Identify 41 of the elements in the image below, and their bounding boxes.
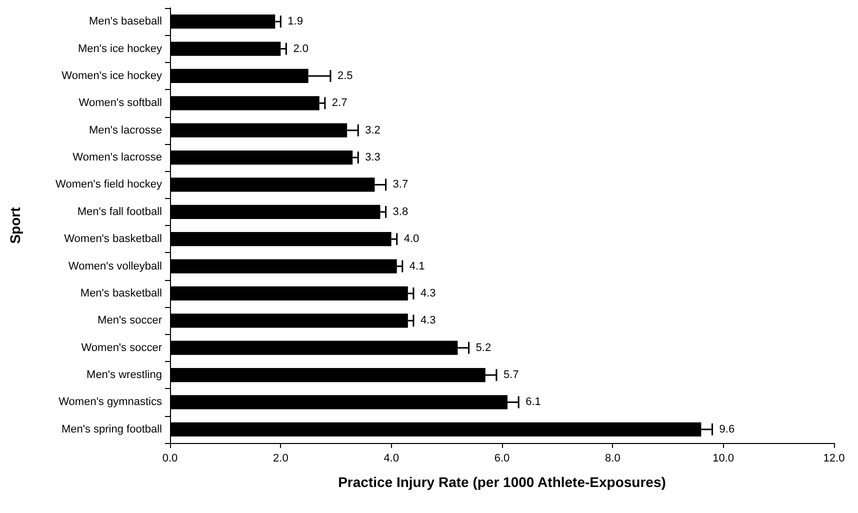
y-tick-label: Men's soccer bbox=[98, 314, 162, 327]
y-tick-label: Women's basketball bbox=[64, 233, 162, 246]
data-label: 4.0 bbox=[404, 233, 420, 246]
data-label: 4.3 bbox=[420, 287, 436, 300]
data-label: 3.3 bbox=[365, 152, 380, 164]
data-label: 3.7 bbox=[392, 178, 408, 191]
data-label: 1.9 bbox=[288, 16, 303, 28]
y-axis-title: Sport bbox=[7, 206, 23, 244]
data-label: 4.3 bbox=[420, 314, 436, 327]
y-tick-label: Women's ice hockey bbox=[62, 70, 162, 82]
y-tick-label: Men's wrestling bbox=[86, 369, 162, 382]
y-tick-label: Men's spring football bbox=[61, 423, 162, 436]
x-tick-label: 10.0 bbox=[712, 452, 734, 464]
x-axis-title: Practice Injury Rate (per 1000 Athlete-Exposures) bbox=[338, 474, 666, 490]
data-label: 6.1 bbox=[526, 396, 541, 408]
data-label: 9.6 bbox=[719, 423, 735, 436]
y-tick-label: Women's softball bbox=[78, 97, 162, 110]
data-label: 2.0 bbox=[293, 42, 308, 55]
data-label: 4.1 bbox=[409, 260, 425, 272]
data-label: 2.7 bbox=[332, 97, 348, 110]
y-tick-label: Women's gymnastics bbox=[58, 396, 162, 408]
x-tick-label: 12.0 bbox=[823, 452, 845, 464]
y-tick-label: Women's volleyball bbox=[68, 260, 162, 272]
y-tick-label: Women's lacrosse bbox=[72, 152, 162, 164]
y-tick-label: Men's fall football bbox=[77, 206, 162, 218]
y-tick-label: Men's basketball bbox=[80, 287, 162, 300]
x-tick-label: 2.0 bbox=[273, 452, 288, 464]
data-label: 5.7 bbox=[503, 369, 519, 382]
x-tick-label: 8.0 bbox=[605, 452, 620, 464]
data-label: 2.5 bbox=[337, 70, 353, 82]
data-label: 5.2 bbox=[476, 342, 492, 354]
y-tick-label: Men's lacrosse bbox=[88, 124, 162, 136]
y-tick-label: Women's soccer bbox=[81, 342, 162, 354]
y-tick-label: Men's ice hockey bbox=[78, 42, 162, 55]
x-tick-label: 0.0 bbox=[162, 452, 178, 464]
data-label: 3.8 bbox=[392, 206, 408, 218]
x-tick-label: 4.0 bbox=[384, 452, 399, 464]
y-tick-label: Women's field hockey bbox=[56, 178, 162, 191]
y-tick-label: Men's baseball bbox=[88, 16, 162, 28]
data-label: 3.2 bbox=[365, 124, 380, 136]
x-tick-label: 6.0 bbox=[494, 452, 510, 464]
